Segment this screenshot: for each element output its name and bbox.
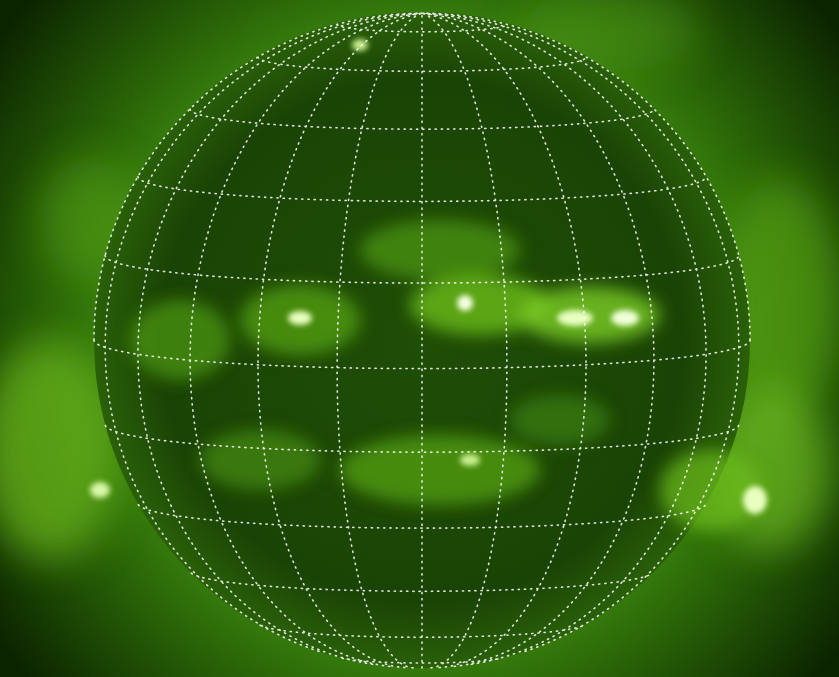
- longitude-line: [93, 12, 423, 341]
- longitude-line: [189, 12, 423, 668]
- longitude-line: [421, 12, 508, 669]
- longitude-line: [421, 12, 740, 653]
- longitude-line: [421, 12, 655, 668]
- longitude-line: [336, 12, 423, 669]
- longitude-line: [104, 12, 423, 653]
- longitude-line: [137, 12, 423, 666]
- heliographic-grid: [93, 12, 751, 669]
- active-regions: [130, 220, 760, 530]
- latitude-line: [341, 657, 503, 664]
- latitude-line: [137, 503, 707, 529]
- corona-glow: [0, 0, 839, 560]
- longitude-line: [421, 12, 707, 666]
- longitude-line: [421, 12, 751, 341]
- bright-points: [90, 39, 767, 514]
